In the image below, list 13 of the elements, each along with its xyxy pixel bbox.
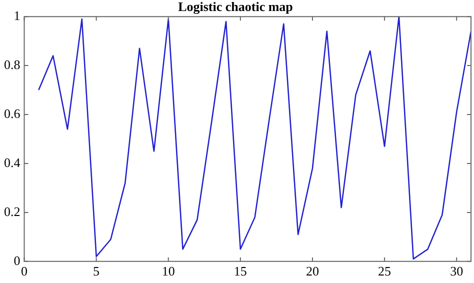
y-tick-label: 0.2	[4, 204, 20, 219]
x-tick-label: 15	[234, 264, 247, 279]
x-tick-label: 25	[378, 264, 392, 279]
y-tick-label: 0.8	[4, 56, 20, 72]
y-tick-label: 0.4	[4, 154, 21, 170]
chart-title: Logistic chaotic map	[178, 0, 293, 14]
x-tick-label: 5	[93, 264, 100, 279]
x-tick-label: 20	[306, 264, 319, 279]
x-tick-label: 30	[450, 264, 464, 279]
y-tick-label: 0.6	[4, 106, 21, 121]
x-tick-label: 10	[162, 264, 175, 279]
y-tick-label: 0	[14, 252, 20, 268]
y-tick-label: 1	[14, 8, 20, 24]
